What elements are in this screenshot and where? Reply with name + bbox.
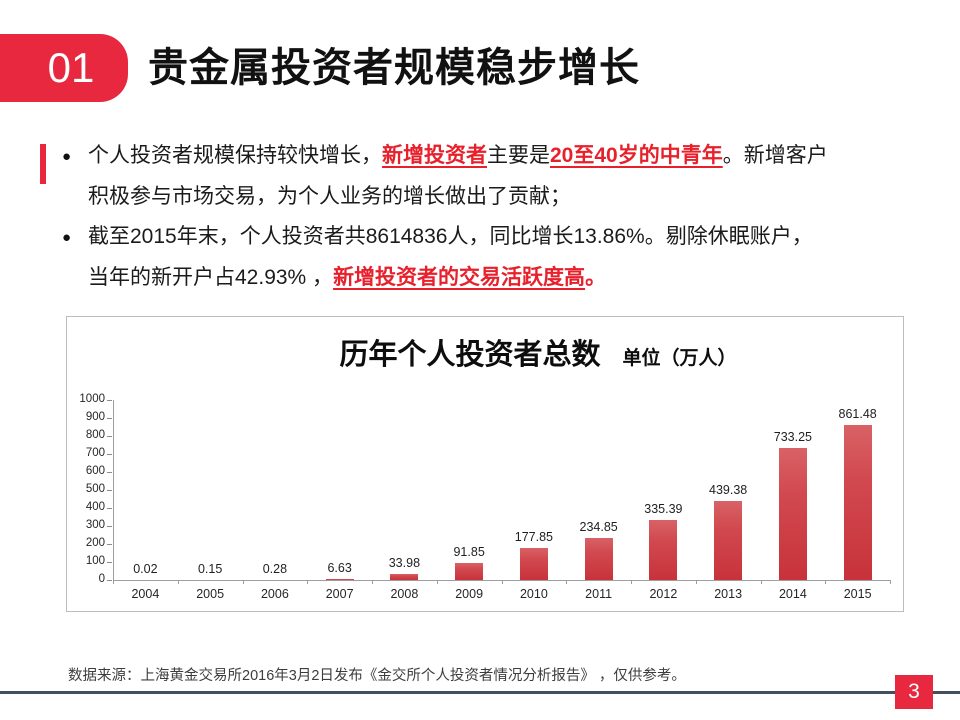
text-segment: 。新增客户: [722, 144, 828, 167]
chart-title-row: 历年个人投资者总数 单位（万人）: [67, 331, 903, 373]
x-axis-category-label: 2007: [325, 587, 354, 601]
x-axis-tick: [113, 580, 114, 584]
y-axis-tick-label: 400: [85, 501, 105, 513]
y-axis-tick-label: 700: [85, 447, 105, 459]
bar-value-label: 6.63: [327, 560, 352, 575]
bar-value-label: 861.48: [838, 406, 877, 421]
bar-value-label: 335.39: [644, 501, 683, 516]
x-axis-category-label: 2015: [843, 587, 872, 601]
x-axis-category-label: 2011: [585, 587, 613, 601]
y-axis-tick-label: 200: [85, 537, 105, 549]
data-source-note: 数据来源：上海黄金交易所2016年3月2日发布《金交所个人投资者情况分析报告》 …: [68, 668, 686, 684]
bar: [649, 519, 678, 580]
text-segment: 主要是: [487, 144, 550, 167]
y-axis-tick: [107, 436, 112, 437]
y-axis-tick: [107, 454, 112, 455]
y-axis-tick: [107, 580, 112, 581]
x-axis-category-label: 2004: [131, 587, 160, 601]
text-segment: 新增投资者: [382, 144, 487, 167]
y-axis-tick: [107, 508, 112, 509]
bar: [714, 500, 743, 580]
bullet-icon: ●: [62, 229, 72, 246]
x-axis-category-label: 2008: [390, 587, 419, 601]
bar: [843, 424, 872, 580]
x-axis-tick: [695, 580, 697, 584]
x-axis-tick: [760, 580, 762, 584]
x-axis-tick: [825, 580, 827, 584]
x-axis-category-label: 2005: [196, 587, 225, 601]
bar-value-label: 0.15: [197, 561, 223, 576]
bullet-1-line-1: ● 个人投资者规模保持较快增长，新增投资者主要是20至40岁的中青年。新增客户: [62, 136, 922, 177]
accent-bar: [40, 144, 46, 184]
bar-value-label: 0.28: [262, 561, 288, 576]
bullet-1-line-2: 积极参与市场交易，为个人业务的增长做出了贡献；: [62, 177, 922, 217]
y-axis-tick-label: 0: [98, 573, 105, 585]
x-axis-category-label: 2012: [649, 587, 678, 601]
bullet-2-line-1: ● 截至2015年末，个人投资者共8614836人，同比增长13.86%。剔除休眠…: [62, 217, 922, 258]
bar-value-label: 177.85: [514, 529, 553, 544]
bullet-icon: ●: [62, 148, 72, 165]
y-axis-tick: [107, 544, 112, 545]
bar-value-label: 0.02: [133, 561, 158, 576]
x-axis-tick: [372, 580, 373, 584]
text-segment: 积极参与市场交易，为个人业务的增长做出了贡献；: [88, 185, 571, 208]
y-axis-tick-label: 300: [85, 519, 105, 531]
bar: [519, 547, 548, 580]
page-number-badge: 3: [895, 675, 933, 709]
chart-unit-label: 单位（万人）: [622, 348, 737, 369]
bar: [455, 563, 484, 580]
y-axis-tick: [107, 472, 112, 473]
section-number-badge: 01: [0, 34, 128, 102]
bullet-2-line-2: 当年的新开户占42.93% ，新增投资者的交易活跃度高。: [62, 258, 922, 298]
bar-value-label: 234.85: [579, 519, 618, 534]
text-segment: 。: [585, 266, 607, 289]
y-axis-tick-label: 600: [85, 465, 105, 477]
bullet-list: ● 个人投资者规模保持较快增长，新增投资者主要是20至40岁的中青年。新增客户积极…: [62, 136, 922, 298]
x-axis-tick: [631, 580, 632, 584]
x-axis-tick: [890, 580, 891, 584]
y-axis-tick-label: 800: [85, 429, 105, 441]
chart-title: 历年个人投资者总数: [339, 339, 601, 371]
x-axis-tick: [242, 580, 244, 584]
y-axis-tick-label: 500: [85, 483, 105, 495]
bar: [390, 573, 419, 580]
x-axis-category-label: 2014: [778, 587, 807, 601]
x-axis-tick: [501, 580, 503, 584]
text-segment: 截至2015年末，个人投资者共8614836人，同比增长13.86%。剔除休眠账…: [88, 225, 813, 248]
bar-value-label: 33.98: [388, 555, 421, 570]
x-axis-category-label: 2010: [519, 587, 548, 601]
text-segment: 当年的新开户占42.93% ，: [88, 266, 334, 289]
y-axis-tick-label: 1000: [79, 393, 105, 405]
text-segment: 新增投资者的交易活跃度高: [333, 266, 586, 289]
y-axis-tick: [107, 490, 112, 491]
y-axis-tick: [107, 526, 112, 527]
chart-card: 历年个人投资者总数 单位（万人） 0 100 200 300 400 500 600 700 8…: [66, 316, 904, 612]
y-axis-tick: [107, 400, 112, 401]
text-segment: 20至40岁的中青年: [550, 144, 723, 167]
page-title: 贵金属投资者规模稳步增长: [148, 46, 640, 90]
text-segment: 个人投资者规模保持较快增长，: [88, 144, 382, 167]
bar: [778, 448, 807, 580]
y-axis-tick: [107, 418, 112, 419]
y-axis-tick-label: 100: [85, 555, 105, 567]
bar-chart-plot: 0 100 200 300 400 500 600 700 800 900 1000 0.02 2004…: [67, 317, 903, 611]
y-axis-line: [113, 400, 114, 580]
x-axis-category-label: 2009: [455, 587, 484, 601]
x-axis-tick: [307, 580, 309, 584]
x-axis-tick: [566, 580, 568, 584]
footer-divider: [0, 691, 960, 694]
bar-value-label: 91.85: [453, 545, 485, 560]
x-axis-tick: [436, 580, 438, 584]
x-axis-category-label: 2013: [714, 587, 743, 601]
x-axis-tick: [177, 580, 179, 584]
bar: [325, 578, 354, 580]
bar: [584, 537, 613, 580]
x-axis-category-label: 2006: [260, 587, 289, 601]
y-axis-tick: [107, 562, 112, 563]
y-axis-tick-label: 900: [85, 411, 105, 423]
bar-value-label: 733.25: [773, 430, 812, 444]
bar-value-label: 439.38: [709, 482, 748, 497]
